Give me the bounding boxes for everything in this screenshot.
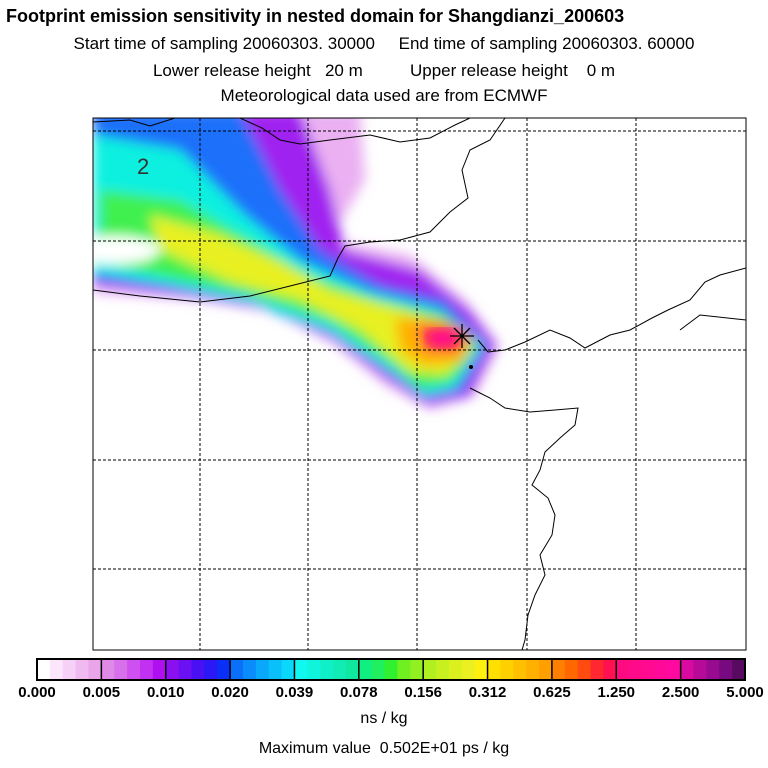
colorbar-cell — [423, 659, 437, 680]
colorbar-tick-label: 0.312 — [468, 684, 507, 701]
colorbar-cell — [719, 659, 733, 680]
colorbar-cell — [500, 659, 514, 680]
colorbar-cell — [127, 659, 141, 680]
colorbar-tick-label: 0.039 — [275, 684, 314, 701]
colorbar-cell — [268, 659, 283, 680]
colorbar-cell — [410, 659, 424, 680]
colorbar-cell — [345, 659, 360, 680]
colorbar-cell — [281, 659, 295, 680]
colorbar-cell — [230, 659, 244, 680]
colorbar-tick-label: 1.250 — [597, 684, 636, 701]
coastlines — [93, 118, 746, 650]
colorbar-cell — [397, 659, 411, 680]
colorbar-cell — [603, 659, 617, 680]
colorbar-cell — [654, 659, 669, 680]
release-heights: Lower release height 20 m Upper release … — [0, 61, 768, 81]
colorbar-cell — [706, 659, 720, 680]
station-dot — [469, 365, 473, 369]
colorbar-tick-label: 0.010 — [146, 684, 185, 701]
plot-title: Footprint emission sensitivity in nested… — [6, 6, 625, 26]
colorbar-cell — [487, 659, 501, 680]
colorbar-cell — [461, 659, 476, 680]
receptor-marker-icon — [450, 324, 474, 348]
colorbar-cell — [693, 659, 707, 680]
colorbar-cell — [191, 659, 205, 680]
colorbar-cell — [114, 659, 128, 680]
lower-height: Lower release height 20 m — [152, 61, 363, 80]
colorbar-cell — [333, 659, 347, 680]
colorbar-cell — [320, 659, 334, 680]
map-frame — [92, 117, 747, 651]
upper-height: Upper release height 0 m — [409, 61, 616, 80]
colorbar-cell — [448, 659, 463, 680]
colorbar-cell — [358, 659, 373, 680]
end-time: End time of sampling 20060303. 60000 — [398, 34, 695, 53]
colorbar-cell — [474, 659, 489, 680]
colorbar-cell — [37, 659, 51, 680]
colorbar-cell — [526, 659, 540, 680]
colorbar-cell — [242, 659, 257, 680]
colorbar-cell — [539, 659, 553, 680]
sampling-times: Start time of sampling 20060303. 30000 E… — [0, 34, 768, 54]
start-time: Start time of sampling 20060303. 30000 — [73, 34, 376, 53]
colorbar-tick-label: 0.156 — [404, 684, 442, 701]
colorbar-cell — [75, 659, 89, 680]
colorbar-cell — [616, 659, 630, 680]
colorbar-cell — [564, 659, 579, 680]
colorbar-tick-label: 5.000 — [726, 684, 764, 701]
colorbar-cell — [139, 659, 154, 680]
plume-field: 2 — [93, 118, 746, 650]
colorbar-cell — [62, 659, 77, 680]
colorbar-tick-label: 0.625 — [533, 684, 571, 701]
plume-layer-yellow — [150, 215, 470, 375]
colorbar-cell — [217, 659, 231, 680]
colorbar-tick-label: 0.020 — [211, 684, 249, 701]
contour-label: 2 — [137, 154, 149, 179]
colorbar-unit: ns / kg — [360, 710, 408, 727]
colorbar-cell — [732, 659, 746, 680]
colorbar-tick-label: 0.005 — [82, 684, 121, 701]
colorbar-cell — [204, 659, 218, 680]
colorbar-cell — [165, 659, 180, 680]
colorbar-cell — [513, 659, 527, 680]
colorbar-cell — [551, 659, 566, 680]
colorbar-cell — [178, 659, 192, 680]
colorbar-cell — [307, 659, 321, 680]
colorbar-cell — [667, 659, 682, 680]
colorbar-cell — [255, 659, 270, 680]
colorbar-cell — [629, 659, 643, 680]
colorbar-cell — [371, 659, 386, 680]
plume-peak — [427, 329, 459, 347]
plume-hole — [93, 236, 160, 264]
colorbar-tick-label: 0.000 — [18, 684, 56, 701]
colorbar-cell — [680, 659, 695, 680]
colorbar-cell — [436, 659, 450, 680]
colorbar-cell — [152, 659, 167, 680]
maximum-value: Maximum value 0.502E+01 ps / kg — [258, 740, 510, 757]
colorbar-cell — [642, 659, 656, 680]
grid-lines — [93, 118, 746, 650]
colorbar-cell — [49, 659, 64, 680]
met-data-source: Meteorological data used are from ECMWF — [220, 86, 548, 105]
colorbar-cell — [294, 659, 308, 680]
colorbar-cell — [577, 659, 592, 680]
colorbar-tick-label: 0.078 — [340, 684, 378, 701]
colorbar — [36, 658, 746, 681]
colorbar-cell — [88, 659, 102, 680]
colorbar-border — [36, 658, 746, 681]
colorbar-cell — [101, 659, 115, 680]
colorbar-cell — [384, 659, 398, 680]
colorbar-cell — [590, 659, 604, 680]
colorbar-tick-label: 2.500 — [661, 684, 700, 701]
